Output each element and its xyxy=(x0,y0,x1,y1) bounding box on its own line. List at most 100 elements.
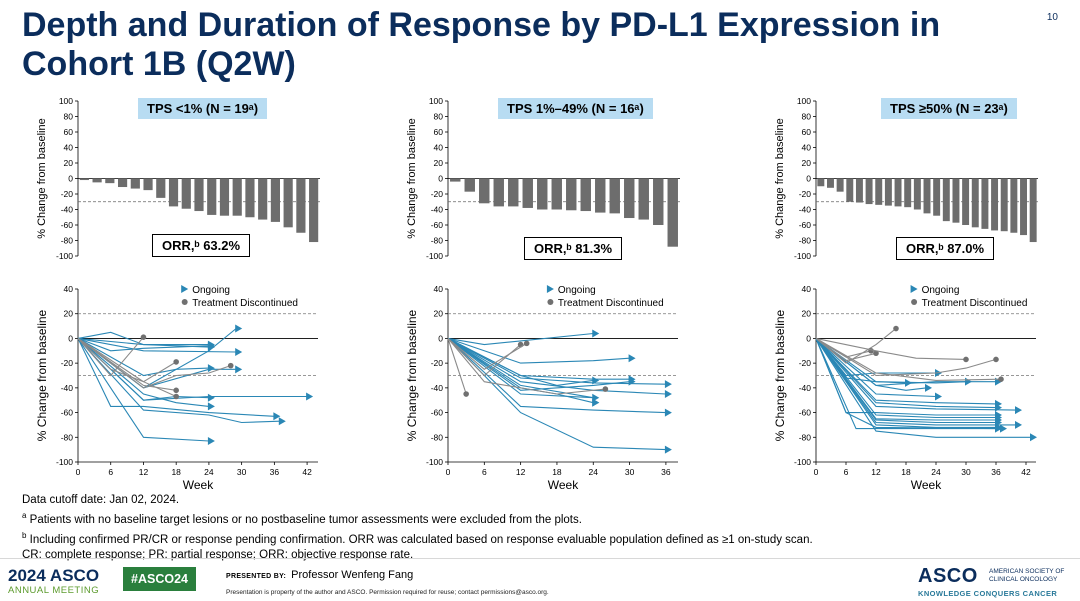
orr-box: ORR,ᵇ 63.2% xyxy=(152,234,251,257)
logo-year: 2024 xyxy=(8,566,46,585)
ongoing-marker xyxy=(278,417,286,426)
ongoing-marker xyxy=(207,343,215,352)
bar xyxy=(875,178,883,205)
y-tick-label: 20 xyxy=(802,309,812,319)
legend-discontinued-marker xyxy=(547,299,554,305)
discontinued-marker xyxy=(998,376,1004,383)
bar xyxy=(283,178,293,228)
ongoing-marker xyxy=(592,398,600,407)
discontinued-marker xyxy=(173,359,179,365)
x-tick-label: 42 xyxy=(1021,467,1031,477)
legend-discontinued-label: Treatment Discontinued xyxy=(192,298,298,309)
x-tick-label: 30 xyxy=(625,467,635,477)
discontinued-series-line xyxy=(815,328,897,364)
bar xyxy=(245,178,255,218)
ongoing-series-line xyxy=(447,337,666,395)
ongoing-series-line xyxy=(77,338,209,442)
bar xyxy=(156,178,166,198)
legend-discontinued-marker xyxy=(911,299,918,305)
logo-annual-meeting: ANNUAL MEETING xyxy=(8,585,100,596)
ongoing-series-line xyxy=(815,338,1031,438)
x-tick-label: 6 xyxy=(844,467,849,477)
bar xyxy=(595,178,606,213)
ongoing-marker xyxy=(664,445,672,454)
legend-discontinued-marker xyxy=(181,299,188,305)
ongoing-series-line xyxy=(447,337,594,399)
discontinued-marker xyxy=(463,391,469,397)
y-tick-label: 20 xyxy=(802,158,812,168)
y-tick-label: -40 xyxy=(431,383,444,393)
x-tick-label: 36 xyxy=(991,467,1001,477)
ongoing-series-line xyxy=(815,337,937,398)
legend-ongoing-marker xyxy=(181,285,189,293)
footnote-a-text: Patients with no baseline target lesions… xyxy=(26,513,582,526)
discontinued-marker xyxy=(602,386,609,392)
y-tick-label: -60 xyxy=(61,220,74,230)
y-tick-label: -80 xyxy=(799,432,812,442)
bar xyxy=(450,178,461,182)
ongoing-series-line xyxy=(815,338,1001,430)
bar xyxy=(855,178,863,203)
discontinued-marker xyxy=(993,356,999,363)
bar xyxy=(117,178,128,188)
bar xyxy=(537,178,548,210)
discontinued-marker xyxy=(893,325,899,332)
bar xyxy=(194,178,204,212)
ongoing-marker xyxy=(628,377,636,386)
y-tick-label: -20 xyxy=(431,358,444,368)
ongoing-series-line xyxy=(77,331,209,346)
bar xyxy=(1010,178,1018,233)
disclaimer: Presentation is property of the author a… xyxy=(226,589,549,596)
y-tick-label: 80 xyxy=(434,112,444,122)
x-axis-label: Week xyxy=(548,478,579,492)
x-tick-label: 36 xyxy=(270,467,280,477)
cutoff-note: Data cutoff date: Jan 02, 2024. xyxy=(22,494,180,506)
ongoing-marker xyxy=(235,365,243,374)
x-tick-label: 6 xyxy=(482,467,487,477)
footnote-b: b Including confirmed PR/CR or response … xyxy=(22,528,1062,548)
bar xyxy=(894,178,902,207)
bar xyxy=(296,178,306,233)
y-tick-label: -100 xyxy=(426,457,443,467)
bar xyxy=(232,178,242,216)
legend-ongoing-marker xyxy=(546,285,554,293)
bar xyxy=(1000,178,1008,232)
ongoing-series-line xyxy=(815,337,967,384)
bar xyxy=(207,178,217,215)
bar xyxy=(464,178,475,192)
y-tick-label: -80 xyxy=(431,432,444,442)
y-axis-label: % Change from baseline xyxy=(774,118,786,238)
bar xyxy=(258,178,268,220)
footnote-a-mark: a xyxy=(22,511,27,520)
y-tick-label: -100 xyxy=(794,251,811,261)
bar xyxy=(493,178,504,207)
legend-discontinued-label: Treatment Discontinued xyxy=(558,298,664,309)
bar xyxy=(1029,178,1037,243)
society-line-1: AMERICAN SOCIETY OF xyxy=(989,568,1065,575)
bar xyxy=(79,178,89,181)
x-tick-label: 18 xyxy=(901,467,911,477)
y-tick-label: 0 xyxy=(68,333,73,343)
bar xyxy=(508,178,519,207)
x-tick-label: 12 xyxy=(139,467,149,477)
ongoing-series-line xyxy=(815,337,996,386)
bar xyxy=(817,178,825,187)
y-tick-label: 60 xyxy=(64,127,74,137)
y-tick-label: -40 xyxy=(61,383,74,393)
ongoing-marker xyxy=(664,408,672,417)
x-tick-label: 42 xyxy=(302,467,312,477)
asco-annual-meeting-logo: 2024 ASCO ANNUAL MEETING xyxy=(8,567,108,596)
y-tick-label: 0 xyxy=(438,174,443,184)
ongoing-series-line xyxy=(77,338,275,417)
y-tick-label: -20 xyxy=(431,189,444,199)
y-tick-label: -100 xyxy=(56,251,73,261)
y-axis-label: % Change from baseline xyxy=(35,309,49,441)
discontinued-marker xyxy=(173,393,179,400)
bar xyxy=(991,178,999,231)
y-axis-label: % Change from baseline xyxy=(405,309,419,441)
x-tick-label: 0 xyxy=(76,467,81,477)
bar xyxy=(923,178,931,214)
tps-label: TPS 1%–49% (N = 16ᵃ) xyxy=(498,98,653,119)
ongoing-series-line xyxy=(815,338,996,428)
discontinued-marker xyxy=(173,387,179,394)
